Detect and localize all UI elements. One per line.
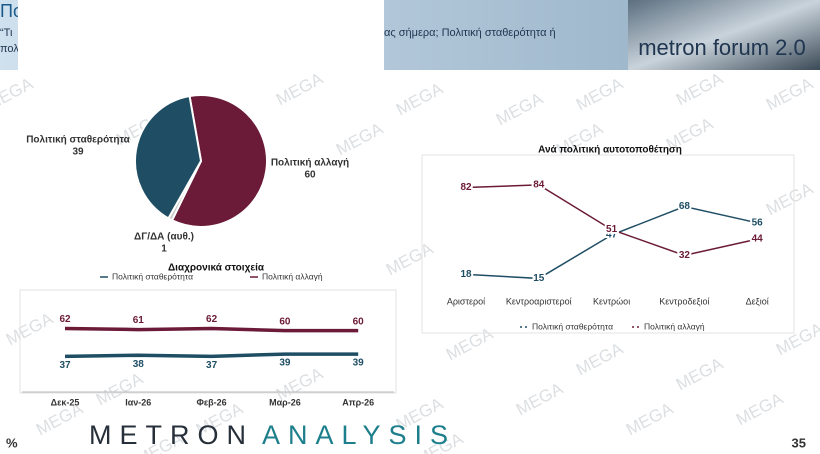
panel: [18, 0, 384, 76]
value-label: 62: [206, 314, 218, 325]
x-tick-label: Ιαν-26: [125, 397, 151, 407]
value-label: 38: [133, 359, 145, 370]
watermark: MEGA: [673, 354, 727, 395]
series-line: [465, 205, 758, 280]
legend-label: Πολιτική αλλαγή: [262, 271, 323, 281]
watermark: MEGA: [573, 74, 627, 115]
legend-label: Πολιτική σταθερότητα: [532, 321, 613, 331]
value-label: 37: [206, 360, 218, 371]
slice-label: Πολιτική σταθερότητα: [26, 135, 130, 146]
slice-value: 60: [304, 170, 316, 181]
legend-label: Πολιτική σταθερότητα: [112, 271, 193, 281]
logo-bg: [628, 0, 820, 70]
watermark: MEGA: [513, 379, 567, 420]
unit: %: [6, 435, 18, 450]
value-label: 84: [533, 179, 545, 190]
x-tick-label: Δεξιοί: [746, 296, 769, 306]
value-label: 37: [59, 360, 71, 371]
x-tick-label: Κεντρώοι: [593, 296, 630, 306]
value-label: 39: [353, 358, 365, 369]
value-label: 62: [59, 314, 71, 325]
watermark: MEGA: [733, 389, 787, 430]
watermark: MEGA: [573, 339, 627, 380]
watermark: MEGA: [493, 89, 547, 130]
chart-title: Ανά πολιτική αυτοτοποθέτηση: [538, 145, 682, 156]
value-label: 68: [679, 201, 691, 212]
chart-frame: [421, 154, 795, 334]
page-number: 35: [792, 435, 806, 450]
question: ας σήμερα; Πολιτική σταθερότητα ή: [384, 27, 556, 39]
series-line: [465, 184, 758, 257]
title: Πο: [0, 1, 23, 21]
watermark: MEGA: [383, 239, 437, 280]
slice-label: Πολιτική αλλαγή: [271, 158, 349, 169]
x-tick-label: Κεντροδεξιοί: [659, 296, 709, 306]
value-label: 15: [533, 273, 545, 284]
series-line: [64, 352, 359, 359]
value-label: 60: [353, 316, 365, 327]
value-label: 44: [752, 234, 764, 245]
logo: metron forum 2.0: [638, 35, 806, 60]
pie-slice: [134, 94, 203, 220]
x-tick-label: Απρ-26: [342, 397, 374, 407]
brand: METRON: [89, 420, 254, 450]
watermark: MEGA: [623, 399, 677, 440]
x-tick-label: Αριστεροί: [447, 296, 485, 306]
x-tick-label: Μαρ-26: [269, 397, 301, 407]
slice-value: 39: [72, 147, 84, 158]
watermark: MEGA: [773, 319, 820, 360]
x-tick-label: Κεντροαριστεροί: [506, 296, 572, 306]
watermark: MEGA: [763, 179, 817, 220]
value-label: 60: [279, 316, 291, 327]
question: “Τι: [0, 27, 13, 39]
value-label: 18: [460, 269, 472, 280]
value-label: 82: [460, 182, 472, 193]
series-line: [64, 326, 359, 333]
brand: ANALYSIS: [262, 420, 456, 450]
watermark: MEGA: [763, 74, 817, 115]
legend-label: Πολιτική αλλαγή: [644, 321, 705, 331]
chart-title: Διαχρονικά στοιχεία: [168, 263, 265, 274]
watermark: MEGA: [333, 119, 387, 160]
value-label: 51: [606, 224, 618, 235]
watermark: MEGA: [393, 79, 447, 120]
watermark: MEGA: [0, 74, 37, 115]
slice-label: ΔΓ/ΔΑ (αυθ.): [134, 232, 194, 243]
slice-value: 1: [161, 244, 167, 255]
value-label: 61: [133, 315, 145, 326]
value-label: 32: [679, 250, 691, 261]
x-tick-label: Δεκ-25: [51, 397, 80, 407]
value-label: 56: [752, 217, 764, 228]
watermark: MEGA: [3, 309, 57, 350]
watermark: MEGA: [443, 324, 497, 365]
watermark: MEGA: [673, 69, 727, 110]
chart-frame: [19, 289, 397, 394]
x-tick-label: Φεβ-26: [197, 397, 227, 407]
value-label: 39: [279, 358, 291, 369]
question: πολ: [0, 43, 19, 55]
